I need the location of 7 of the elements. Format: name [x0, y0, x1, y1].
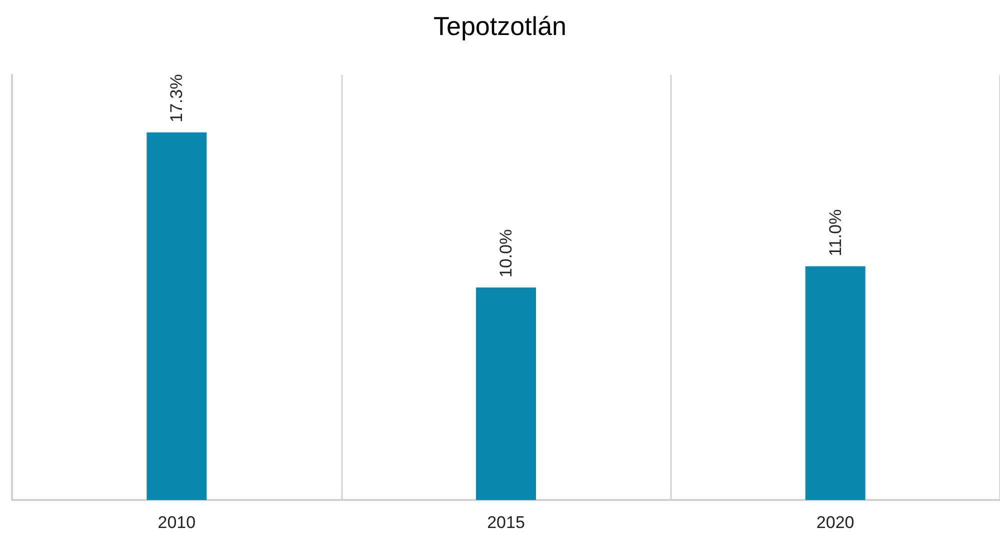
x-tick-label: 2010 — [158, 513, 196, 532]
data-label: 17.3% — [167, 74, 186, 122]
chart-title: Tepotzotlán — [434, 11, 566, 41]
data-label: 11.0% — [826, 209, 845, 256]
x-tick-label: 2015 — [487, 513, 525, 532]
x-tick-label: 2020 — [816, 513, 854, 532]
data-label: 10.0% — [496, 229, 516, 278]
